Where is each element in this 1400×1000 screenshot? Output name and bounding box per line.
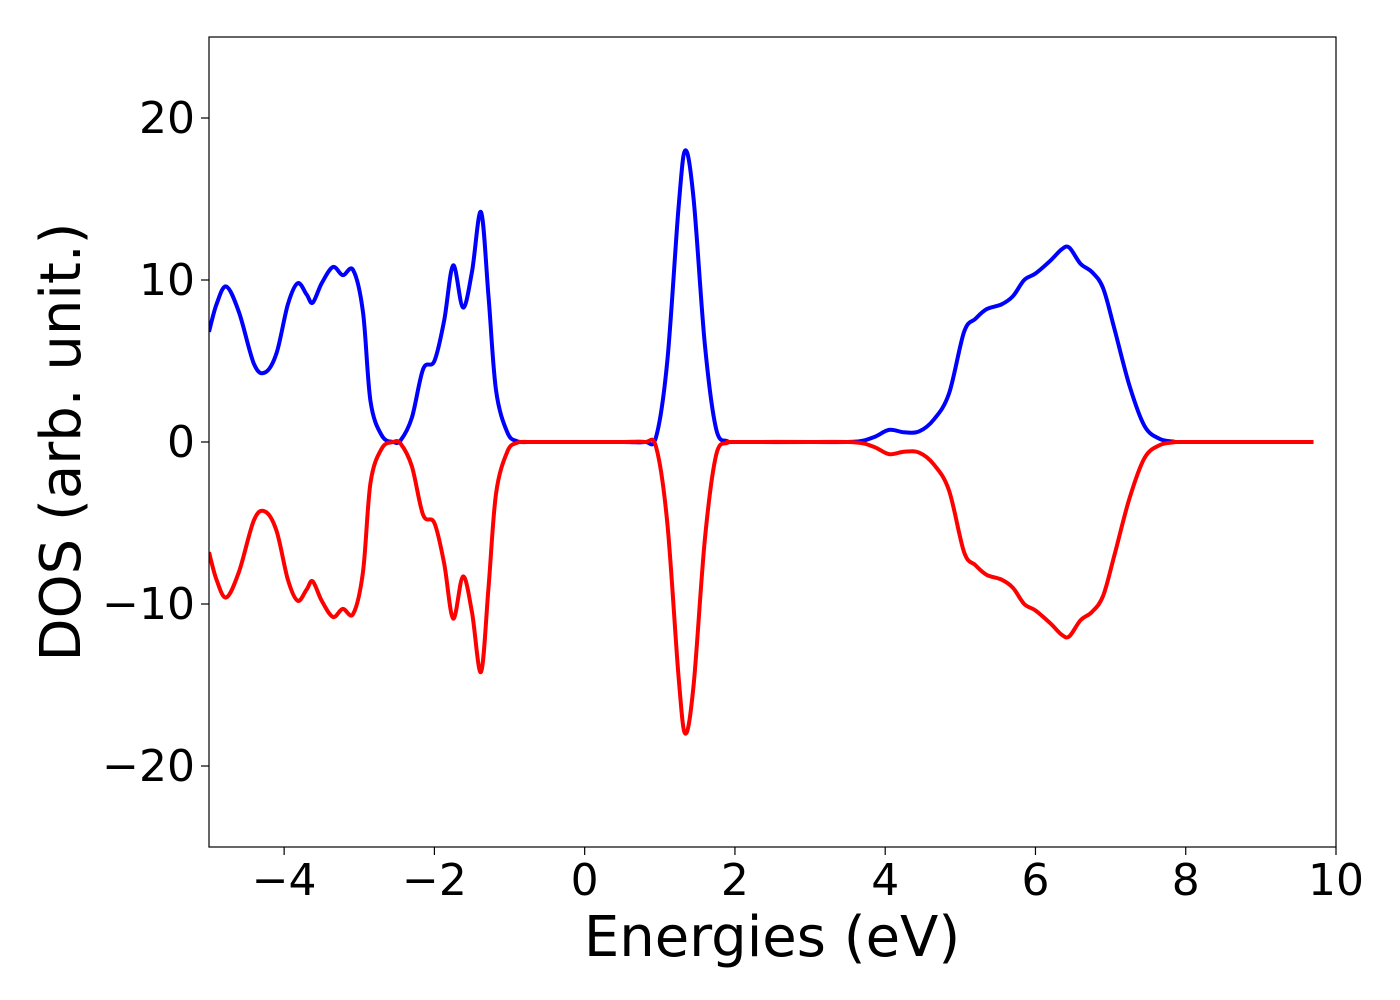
y-tick-label: 10 <box>139 255 195 306</box>
x-tick-label: 6 <box>1021 855 1049 906</box>
x-axis-ticks: −4 −2 0 2 4 6 8 10 <box>252 847 1364 906</box>
y-tick-label: 20 <box>139 93 195 144</box>
x-tick-label: 10 <box>1308 855 1364 906</box>
y-tick-label: −10 <box>102 579 195 630</box>
dos-line-red <box>209 437 1314 736</box>
series-layer <box>209 148 1314 736</box>
x-tick-label: −2 <box>402 855 467 906</box>
x-tick-label: 8 <box>1172 855 1200 906</box>
y-tick-label: 0 <box>167 417 195 468</box>
x-tick-label: 2 <box>721 855 749 906</box>
x-axis-label: Energies (eV) <box>584 905 960 970</box>
x-tick-label: −4 <box>252 855 317 906</box>
y-axis-label: DOS (arb. unit.) <box>29 222 94 661</box>
x-tick-label: 0 <box>571 855 599 906</box>
y-tick-label: −20 <box>102 741 195 792</box>
dos-line-blue <box>209 148 1314 447</box>
y-axis-ticks: −20 −10 0 10 20 <box>102 93 209 792</box>
x-tick-label: 4 <box>871 855 899 906</box>
